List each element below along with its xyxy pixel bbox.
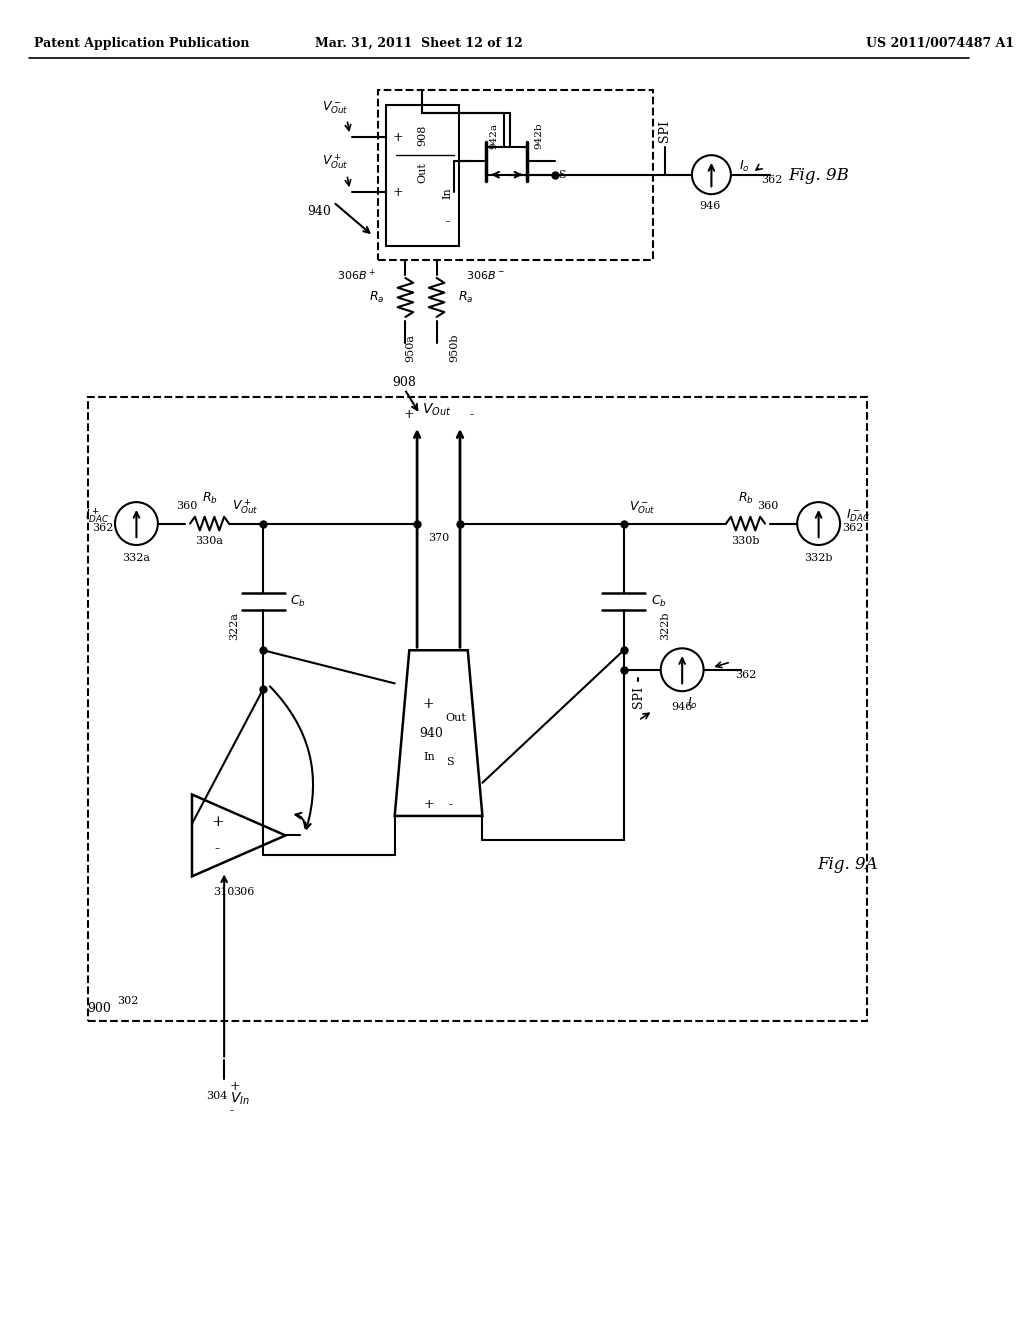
Text: 332b: 332b <box>805 553 833 562</box>
Text: $R_b$: $R_b$ <box>202 491 217 506</box>
Bar <box>386 104 459 246</box>
Text: $C_b$: $C_b$ <box>291 594 306 609</box>
Text: S: S <box>446 758 454 767</box>
Text: 330b: 330b <box>731 536 760 546</box>
Bar <box>378 90 653 260</box>
Text: 942a: 942a <box>489 123 499 149</box>
Text: $R_a$: $R_a$ <box>458 290 473 305</box>
Text: 900: 900 <box>87 1002 112 1015</box>
Text: $V^+_{Out}$: $V^+_{Out}$ <box>323 152 349 170</box>
Text: Patent Application Publication: Patent Application Publication <box>34 37 250 50</box>
Text: 304: 304 <box>206 1090 227 1101</box>
Text: -: - <box>215 842 220 857</box>
Circle shape <box>692 156 731 194</box>
Text: 302: 302 <box>117 997 138 1006</box>
Text: 322b: 322b <box>659 611 670 640</box>
Text: US 2011/0074487 A1: US 2011/0074487 A1 <box>866 37 1015 50</box>
Text: $V^-_{Out}$: $V^-_{Out}$ <box>629 499 655 516</box>
Text: 322a: 322a <box>229 612 239 640</box>
Text: +: + <box>230 1080 241 1093</box>
Text: $V_{Out}$: $V_{Out}$ <box>422 401 452 418</box>
Text: $306B^+$: $306B^+$ <box>338 268 376 282</box>
Text: 942b: 942b <box>535 123 544 149</box>
Text: -: - <box>230 1104 234 1117</box>
Text: SPI: SPI <box>658 120 671 141</box>
Text: 360: 360 <box>758 502 778 511</box>
Text: +: + <box>404 408 415 421</box>
Text: SPI: SPI <box>632 686 645 708</box>
Text: +: + <box>392 186 402 198</box>
Text: 310: 310 <box>213 887 234 898</box>
Text: 306: 306 <box>232 887 254 898</box>
Text: 946: 946 <box>698 201 720 211</box>
Text: In: In <box>423 752 434 763</box>
Text: 362: 362 <box>91 524 113 533</box>
Text: Out: Out <box>445 714 467 723</box>
Circle shape <box>660 648 703 692</box>
Text: +: + <box>423 697 434 711</box>
Text: +: + <box>392 131 402 144</box>
Text: -: - <box>449 797 453 810</box>
Text: Fig. 9B: Fig. 9B <box>788 168 849 185</box>
Text: In: In <box>442 187 453 199</box>
Text: $I^+_{DAC}$: $I^+_{DAC}$ <box>85 507 110 525</box>
Text: 908: 908 <box>392 376 417 389</box>
Text: $I_o$: $I_o$ <box>687 697 697 711</box>
Text: 940: 940 <box>307 205 332 218</box>
Text: Fig. 9A: Fig. 9A <box>817 857 879 873</box>
Text: $R_b$: $R_b$ <box>737 491 754 506</box>
Text: -: - <box>470 408 474 421</box>
Text: $V_{In}$: $V_{In}$ <box>230 1090 250 1106</box>
Text: Mar. 31, 2011  Sheet 12 of 12: Mar. 31, 2011 Sheet 12 of 12 <box>315 37 523 50</box>
Text: $306B^-$: $306B^-$ <box>466 269 505 281</box>
Text: $V^+_{Out}$: $V^+_{Out}$ <box>231 496 258 516</box>
Text: 908: 908 <box>418 125 427 147</box>
Text: $V^-_{Out}$: $V^-_{Out}$ <box>323 99 349 116</box>
Text: +: + <box>211 814 223 829</box>
Text: Out: Out <box>418 162 427 182</box>
Text: 362: 362 <box>842 524 863 533</box>
Text: $R_a$: $R_a$ <box>369 290 384 305</box>
Text: 360: 360 <box>176 502 198 511</box>
Text: +: + <box>424 797 434 810</box>
Text: $C_b$: $C_b$ <box>651 594 667 609</box>
Circle shape <box>115 502 158 545</box>
Text: 362: 362 <box>761 174 782 185</box>
Text: $I^-_{DAC}$: $I^-_{DAC}$ <box>846 507 870 524</box>
Bar <box>88 397 867 1020</box>
Text: -: - <box>445 215 450 228</box>
Text: 332a: 332a <box>123 553 151 562</box>
Text: 362: 362 <box>735 669 756 680</box>
Text: 950a: 950a <box>406 334 416 362</box>
Text: S: S <box>558 170 566 180</box>
Circle shape <box>797 502 840 545</box>
Text: $I_o$: $I_o$ <box>738 160 750 174</box>
Text: 950b: 950b <box>450 334 459 363</box>
Text: 940: 940 <box>419 726 442 739</box>
Text: 370: 370 <box>428 533 450 544</box>
Text: 946: 946 <box>672 702 693 711</box>
Text: 330a: 330a <box>196 536 223 546</box>
